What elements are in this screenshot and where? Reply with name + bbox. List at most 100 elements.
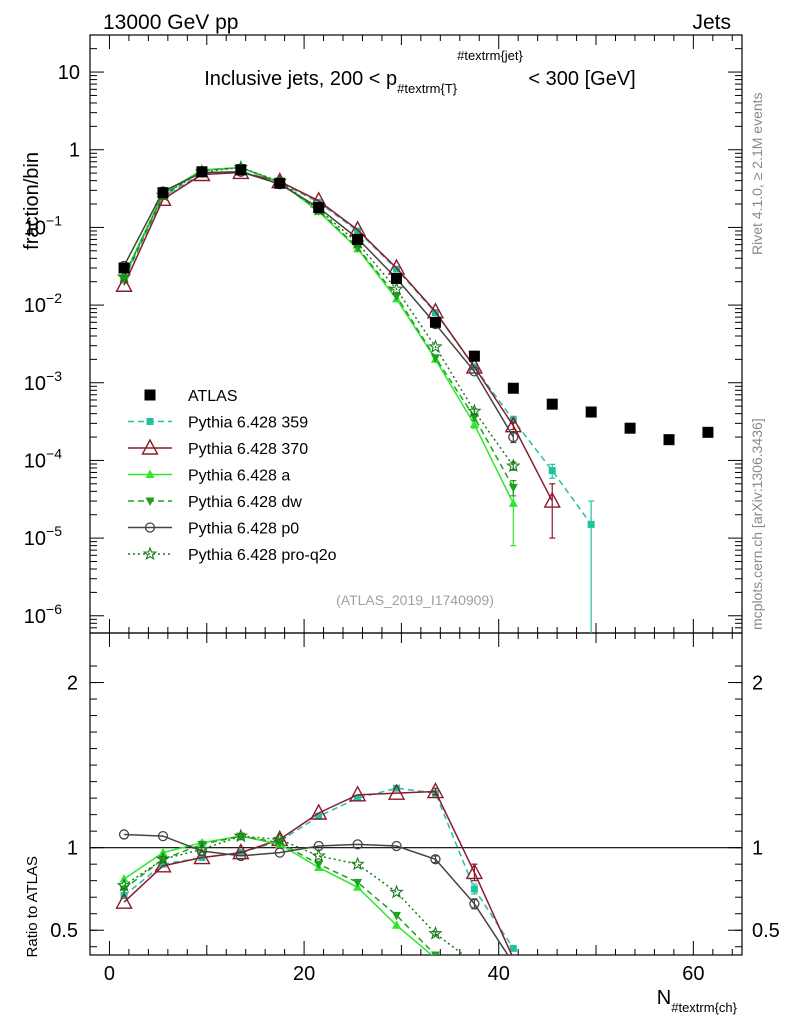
ratio-series-point xyxy=(155,851,171,866)
ratio-series-line xyxy=(123,835,433,955)
main-title: Inclusive jets, 200 < p#textrm{T}#textrm… xyxy=(204,48,635,96)
ratio-series-point xyxy=(352,839,363,850)
y-tick-label-exponent: −3 xyxy=(46,368,62,384)
ratio-series-point xyxy=(430,854,441,865)
series-point xyxy=(504,416,522,433)
series-point xyxy=(508,431,519,443)
ratio-series-point xyxy=(193,848,211,865)
y-tick-label-exponent: −4 xyxy=(46,445,62,461)
legend-label: Pythia 6.428 359 xyxy=(188,415,308,432)
x-tick-label: 60 xyxy=(682,963,704,985)
ratio-series-point xyxy=(315,812,323,820)
legend-label: Pythia 6.428 p0 xyxy=(188,521,299,538)
atlas-data-point xyxy=(663,434,675,446)
series-point xyxy=(353,244,363,253)
ratio-y-tick-label-right: 0.5 xyxy=(752,920,780,942)
ratio-series-point xyxy=(232,843,250,860)
x-tick-label: 40 xyxy=(488,963,510,985)
ratio-series xyxy=(115,782,517,955)
ratio-series-point xyxy=(387,783,406,800)
ratio-series-point xyxy=(157,830,169,842)
series-point xyxy=(428,339,443,353)
legend-label: Pythia 6.428 a xyxy=(188,468,290,485)
ratio-series-point xyxy=(310,803,328,820)
atlas-data-point xyxy=(235,164,247,176)
ratio-y-tick-label-left: 0.5 xyxy=(50,920,78,942)
series-point xyxy=(469,419,479,429)
ratio-series-point xyxy=(233,828,249,843)
atlas-data-point xyxy=(118,262,130,274)
ratio-series-line xyxy=(123,790,513,955)
y-tick-label-base: 10 xyxy=(24,450,46,472)
y-tick-label: 10−2 xyxy=(24,290,62,317)
series-point xyxy=(430,354,440,363)
y-tick-label-exponent: −1 xyxy=(46,212,62,228)
ratio-series-point xyxy=(353,878,363,888)
series-point xyxy=(354,227,362,235)
y-tick-label: 10−5 xyxy=(24,523,62,550)
ratio-series-line xyxy=(123,835,436,955)
ratio-panel-frame xyxy=(89,632,743,956)
ratio-series-point xyxy=(272,831,287,846)
ratio-series-point xyxy=(392,920,402,929)
series-point xyxy=(508,498,518,507)
atlas-data-point xyxy=(702,426,714,438)
series-point xyxy=(393,265,401,273)
series-point xyxy=(116,269,132,284)
atlas-data-point xyxy=(429,316,441,328)
header-left: 13000 GeV pp xyxy=(103,11,238,34)
ratio-y-axis-label: Ratio to ATLAS xyxy=(24,856,41,957)
ratio-series-point xyxy=(426,782,445,799)
y-tick-label-exponent: −6 xyxy=(46,601,62,617)
main-series xyxy=(115,159,714,633)
legend-marker xyxy=(145,497,155,506)
y-tick-label: 10−3 xyxy=(24,368,62,395)
x-axis-label: N#textrm{ch} xyxy=(657,987,738,1015)
ratio-series-point xyxy=(350,856,365,871)
y-tick-label-exponent: −5 xyxy=(46,523,62,539)
mcplots-label: mcplots.cern.ch [arXiv:1306.3436] xyxy=(749,418,765,630)
y-tick-label: 1 xyxy=(69,140,80,162)
ratio-series-point xyxy=(311,848,326,863)
ratio-series-point xyxy=(391,840,402,852)
ratio-series-point xyxy=(115,892,133,909)
analysis-id-annotation: (ATLAS_2019_I1740909) xyxy=(336,592,494,608)
legend-label: Pythia 6.428 pro-q2o xyxy=(188,547,337,564)
ratio-axes: 0.5 0.51 12 20 20 40 60 xyxy=(50,633,780,985)
y-tick-label: 10−6 xyxy=(24,601,62,628)
ratio-series-point xyxy=(118,829,130,840)
series-point xyxy=(389,281,404,296)
legend-label: Pythia 6.428 dw xyxy=(188,494,302,511)
ratio-series-point xyxy=(393,784,401,792)
ratio-series-point xyxy=(274,847,285,858)
ratio-series-point xyxy=(116,878,132,892)
series-line xyxy=(123,166,514,504)
atlas-data-point xyxy=(546,398,558,410)
series-point xyxy=(469,366,480,377)
atlas-data-point xyxy=(391,272,403,284)
ratio-series-point xyxy=(348,785,367,802)
y-tick-label-base: 10 xyxy=(24,528,46,550)
ratio-series-point xyxy=(469,898,480,909)
legend-marker xyxy=(145,469,155,478)
series-point xyxy=(392,292,402,302)
ratio-y-tick-label-right: 2 xyxy=(752,673,763,695)
series-point xyxy=(509,416,517,424)
ratio-y-tick-label-left: 1 xyxy=(67,838,78,860)
legend-marker xyxy=(146,418,154,425)
y-tick-label-base: 10 xyxy=(24,295,46,317)
ratio-series-point xyxy=(430,951,440,955)
atlas-data-point xyxy=(274,177,286,189)
legend-marker xyxy=(144,389,156,401)
legend: ATLAS Pythia 6.428 359 Pythia 6.428 370 Pyt… xyxy=(128,388,337,564)
series-point xyxy=(543,491,561,508)
series-point xyxy=(506,458,521,473)
series-point xyxy=(587,520,595,528)
y-tick-label: 10−1 xyxy=(24,212,62,239)
legend-marker xyxy=(141,438,159,455)
atlas-data-point xyxy=(507,382,519,394)
rivet-version-label: Rivet 4.1.0, ≥ 2.1M events xyxy=(749,92,765,255)
y-tick-label-base: 10 xyxy=(24,373,46,395)
